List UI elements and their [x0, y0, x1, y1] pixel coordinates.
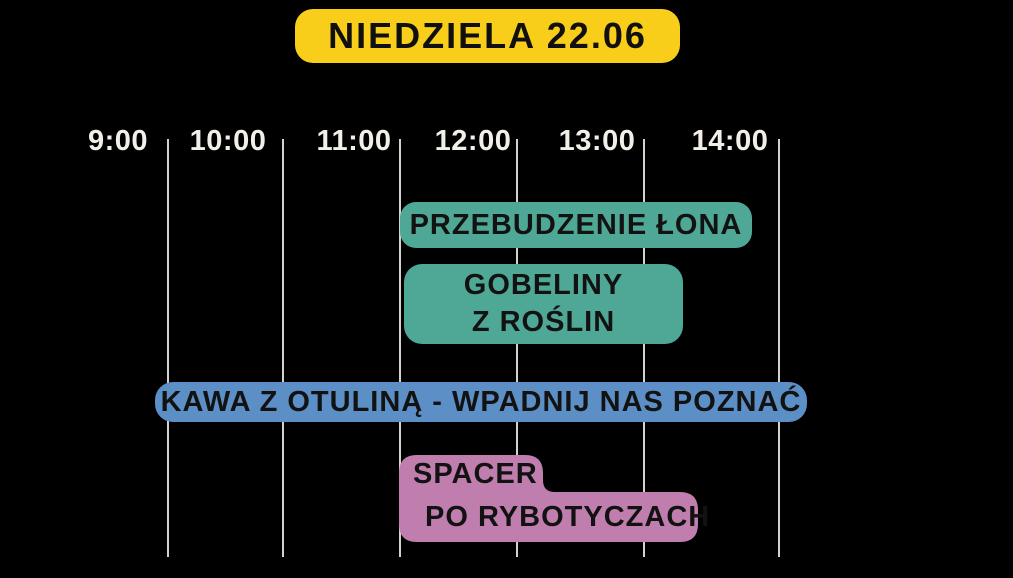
event-label: KAWA Z OTULINĄ - WPADNIJ NAS POZNAĆ [160, 385, 802, 418]
hour-label-900: 9:00 [87, 125, 149, 157]
hour-label-1100: 11:00 [316, 125, 392, 157]
event-shape [399, 455, 698, 542]
event-gobeliny-z-roslin: GOBELINY Z ROŚLIN [404, 264, 683, 344]
event-label: Z ROŚLIN [471, 306, 616, 338]
hour-gridline [778, 139, 780, 557]
hour-gridline [167, 139, 169, 557]
event-label: PO RYBOTYCZACH [425, 501, 711, 533]
event-label: SPACER [413, 458, 538, 490]
hour-gridline [643, 139, 645, 557]
event-kawa-z-otulina: KAWA Z OTULINĄ - WPADNIJ NAS POZNAĆ [155, 382, 807, 422]
hour-gridline [282, 139, 284, 557]
event-label: PRZEBUDZENIE ŁONA [409, 208, 743, 241]
event-spacer-po-rybotyczach: SPACER PO RYBOTYCZACH [399, 455, 709, 542]
hour-label-1400: 14:00 [691, 125, 769, 157]
hour-label-1200: 12:00 [434, 125, 512, 157]
event-label: GOBELINY [463, 269, 624, 301]
hour-gridline [516, 139, 518, 557]
hour-label-1300: 13:00 [558, 125, 636, 157]
day-badge-label: NIEDZIELA 22.06 [328, 15, 647, 56]
hour-gridline [399, 139, 401, 557]
hour-label-1000: 10:00 [189, 125, 267, 157]
event-przebudzenie-lona: PRZEBUDZENIE ŁONA [400, 202, 752, 248]
day-badge: NIEDZIELA 22.06 [295, 9, 680, 63]
